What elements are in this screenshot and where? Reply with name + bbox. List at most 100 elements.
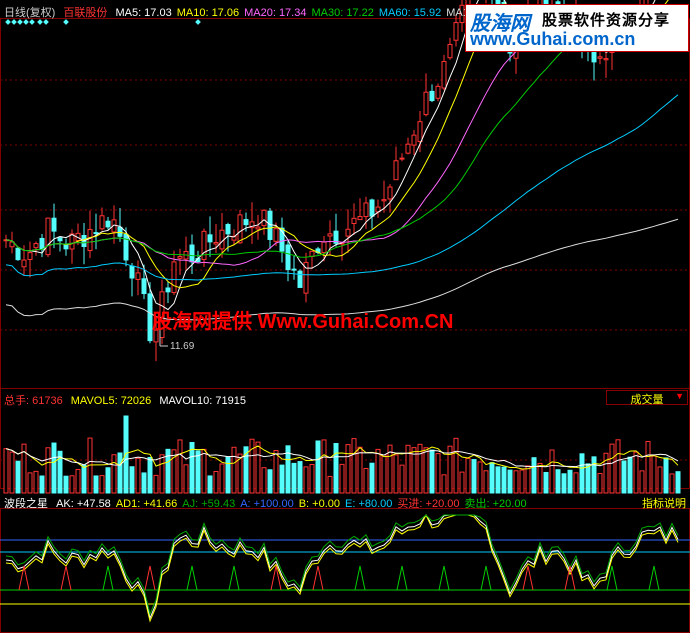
candle-body xyxy=(291,268,297,271)
candle-body xyxy=(93,232,99,235)
volume-bar xyxy=(9,451,15,494)
candle-body xyxy=(273,228,279,242)
candle-body xyxy=(597,56,603,59)
mavol10: MAVOL10: 71915 xyxy=(159,395,246,407)
candle-body xyxy=(321,241,327,254)
volume-bar xyxy=(399,464,405,494)
volume-bar xyxy=(363,467,369,494)
volume-bar xyxy=(633,451,639,494)
indicator-name: 波段之星 xyxy=(4,498,48,510)
volume-bar xyxy=(501,466,507,494)
volume-bar xyxy=(549,449,555,494)
volume-bar xyxy=(261,467,267,494)
period-label[interactable]: 日线(复权) xyxy=(4,7,56,19)
volume-bar xyxy=(153,474,159,494)
volume-bar xyxy=(381,454,387,494)
candle-body xyxy=(411,134,417,146)
volume-bar xyxy=(375,448,381,494)
volume-bar xyxy=(441,474,447,494)
value-label: B: +0.00 xyxy=(298,498,341,510)
candle-body xyxy=(105,220,111,228)
candle-body xyxy=(327,233,333,237)
volume-bar xyxy=(273,450,279,494)
candle-body xyxy=(153,329,159,343)
candle-body xyxy=(207,234,213,243)
value-label: MA30: 17.22 xyxy=(311,7,374,19)
candle-body xyxy=(27,252,33,260)
value-label: AK: +47.58 xyxy=(56,498,111,510)
buy-signal-icon xyxy=(564,565,576,591)
indicator-selector[interactable]: 成交量 ▼ xyxy=(606,390,688,406)
volume-bar xyxy=(585,463,591,494)
volume-bar xyxy=(369,462,375,494)
volume-bar xyxy=(597,472,603,494)
volume-total: 总手: 61736 xyxy=(4,395,63,407)
value-label: MA60: 15.92 xyxy=(378,7,442,19)
volume-bar xyxy=(609,443,615,494)
volume-bar xyxy=(555,469,561,494)
volume-bar xyxy=(351,438,357,494)
volume-bar xyxy=(519,469,525,494)
volume-bar xyxy=(333,443,339,494)
signal-diamond-icon xyxy=(17,19,23,25)
signal-diamond-icon xyxy=(43,19,49,25)
volume-bar xyxy=(603,452,609,494)
volume-bar xyxy=(639,470,645,494)
volume-bar xyxy=(243,446,249,494)
indicator-line xyxy=(5,513,679,623)
volume-bar xyxy=(249,438,255,494)
candle-body xyxy=(387,186,393,200)
value-label: E: +80.00 xyxy=(345,498,393,510)
buy-signal-icon xyxy=(18,565,30,591)
indicator-help-button[interactable]: 指标说明 xyxy=(642,498,686,510)
signal-diamond-icon xyxy=(29,19,35,25)
candle-body xyxy=(357,216,363,221)
candle-body xyxy=(147,293,153,342)
value-label: 卖出: +20.00 xyxy=(464,498,527,510)
candle-body xyxy=(51,217,57,232)
volume-bar xyxy=(657,466,663,494)
candle-body xyxy=(165,287,171,293)
candle-body xyxy=(441,61,447,89)
volume-bar xyxy=(177,439,183,494)
volume-bar xyxy=(651,455,657,494)
volume-bar xyxy=(195,450,201,494)
candle-body xyxy=(459,4,465,24)
volume-bar xyxy=(327,475,333,494)
volume-bar xyxy=(165,448,171,494)
candle-body xyxy=(87,229,93,252)
volume-bar xyxy=(315,440,321,494)
value-label: MA20: 17.34 xyxy=(244,7,307,19)
candle-body xyxy=(399,157,405,160)
candle-body xyxy=(213,242,219,245)
logo: 股海网 股票软件资源分享 www.Guhai.com.cn xyxy=(465,4,689,52)
volume-bar xyxy=(147,456,153,494)
volume-bar xyxy=(537,462,543,494)
candle-body xyxy=(603,58,609,61)
volume-bar xyxy=(63,475,69,494)
volume-bar xyxy=(405,444,411,494)
candle-body xyxy=(159,291,165,339)
volume-bar xyxy=(471,459,477,494)
candle-body xyxy=(69,233,75,250)
volume-bar xyxy=(171,449,177,494)
volume-bar xyxy=(459,471,465,494)
volume-bar xyxy=(627,456,633,494)
volume-bar xyxy=(435,453,441,494)
volume-bar xyxy=(279,464,285,494)
volume-bar xyxy=(27,472,33,494)
indicator-values: AK: +47.58 AD1: +41.66 AJ: +59.43 A: +100.0… xyxy=(56,498,532,510)
volume-bar xyxy=(483,470,489,494)
volume-bar xyxy=(429,449,435,494)
watermark: 股海网提供 Www.Guhai.Com.CN xyxy=(152,311,454,333)
value-label: A: +100.00 xyxy=(240,498,294,510)
ma60-line xyxy=(5,94,679,281)
candle-body xyxy=(279,227,285,252)
candle-body xyxy=(447,43,453,59)
volume-bar xyxy=(159,454,165,494)
volume-bar xyxy=(561,473,567,494)
candle-body xyxy=(243,219,249,226)
candle-body xyxy=(39,237,45,250)
volume-bar xyxy=(213,470,219,494)
sell-signal-icon xyxy=(396,565,408,591)
